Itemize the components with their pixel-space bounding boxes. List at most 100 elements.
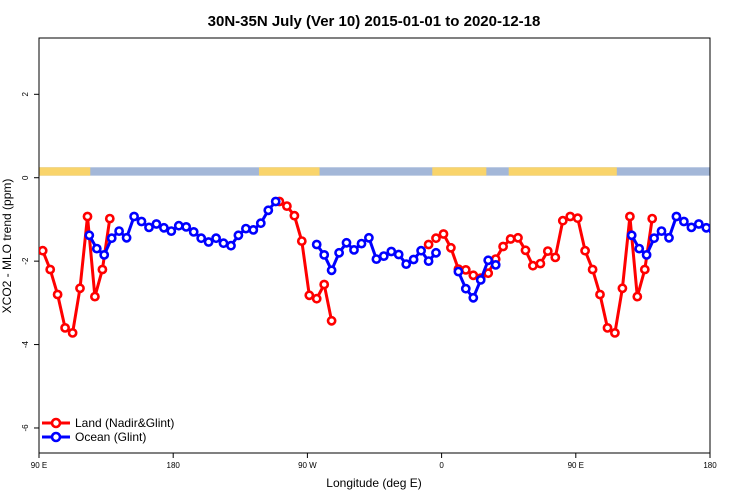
data-point	[304, 290, 315, 301]
data-point	[371, 254, 382, 264]
land-band	[39, 167, 91, 176]
data-point	[52, 289, 63, 300]
chart-title: 30N-35N July (Ver 10) 2015-01-01 to 2020…	[208, 13, 541, 30]
data-point	[82, 211, 93, 222]
data-point	[408, 254, 419, 265]
data-point	[151, 219, 162, 229]
data-point	[311, 293, 322, 304]
x-axis-label: Longitude (deg E)	[326, 476, 421, 490]
data-point	[656, 226, 667, 236]
data-point	[144, 222, 154, 233]
data-point	[97, 264, 108, 275]
data-point	[632, 291, 643, 302]
data-point	[326, 315, 337, 326]
data-point	[671, 211, 682, 222]
data-point	[693, 219, 704, 229]
data-point	[520, 245, 531, 256]
data-point	[649, 233, 659, 244]
series-line	[435, 215, 654, 335]
data-point	[363, 232, 374, 243]
data-point	[708, 227, 710, 235]
data-point	[211, 233, 221, 244]
data-point	[121, 232, 132, 243]
data-point	[226, 240, 236, 251]
data-point	[45, 264, 56, 275]
data-point	[595, 289, 605, 300]
data-point	[90, 291, 100, 302]
data-point	[602, 322, 613, 333]
series-line	[630, 215, 710, 257]
data-point	[240, 223, 251, 234]
y-tick-label: -4	[21, 340, 30, 348]
legend: Land (Nadir&Glint)Ocean (Glint)	[42, 416, 174, 444]
data-point	[438, 229, 449, 239]
data-point	[513, 232, 523, 243]
data-point	[319, 249, 330, 260]
legend-label: Ocean (Glint)	[75, 430, 146, 444]
data-point	[255, 218, 266, 229]
land-band	[508, 167, 617, 176]
data-point	[431, 233, 441, 244]
data-point	[263, 205, 274, 216]
data-point	[166, 226, 177, 236]
x-tick-label: 90 E	[568, 461, 584, 470]
data-point	[587, 264, 598, 275]
data-point	[386, 246, 397, 257]
data-point	[528, 260, 538, 271]
data-point	[233, 230, 244, 241]
x-tick-label: 0	[439, 461, 444, 470]
data-point	[431, 247, 441, 258]
x-tick-label: 90 E	[31, 461, 47, 470]
data-point	[114, 226, 124, 236]
legend-entry: Ocean (Glint)	[42, 430, 146, 444]
series-layer	[39, 196, 710, 338]
data-point	[453, 266, 464, 277]
data-point	[557, 215, 568, 226]
data-point	[483, 255, 494, 266]
data-point	[565, 211, 576, 222]
data-point	[378, 251, 389, 261]
data-point	[641, 249, 652, 260]
x-tick-label: 90 W	[298, 461, 317, 470]
data-point	[647, 213, 658, 224]
data-point	[91, 243, 102, 254]
data-point	[505, 234, 516, 244]
data-point	[490, 259, 501, 270]
x-axis-ticks: 90 E 180 90 W 0 90 E 180	[31, 453, 717, 470]
data-point	[416, 245, 426, 256]
data-point	[550, 252, 561, 263]
data-point	[610, 327, 620, 338]
data-point	[356, 238, 367, 249]
data-point	[75, 283, 85, 294]
data-point	[542, 246, 553, 256]
data-point	[296, 236, 307, 246]
data-point	[468, 292, 479, 303]
data-point	[445, 242, 456, 253]
data-point	[106, 233, 117, 244]
data-point	[423, 256, 434, 266]
data-point	[67, 327, 78, 338]
data-point	[129, 211, 139, 222]
series-ocean	[84, 196, 710, 303]
data-point	[270, 196, 281, 207]
data-point	[203, 237, 214, 247]
y-axis-label: XCO2 - MLO trend (ppm)	[0, 179, 14, 314]
data-point	[634, 243, 645, 254]
x-tick-label: 180	[703, 461, 717, 470]
x-tick-label: 180	[167, 461, 181, 470]
legend-marker	[50, 431, 62, 443]
data-point	[39, 245, 48, 256]
data-point	[664, 232, 674, 243]
data-point	[475, 274, 486, 285]
data-point	[401, 259, 412, 269]
legend-marker	[50, 417, 62, 429]
data-point	[572, 213, 583, 224]
data-point	[99, 249, 110, 260]
data-point	[136, 216, 147, 227]
data-point	[84, 230, 95, 241]
data-point	[686, 222, 697, 233]
data-point	[248, 224, 259, 235]
data-point	[460, 283, 471, 294]
data-point	[498, 241, 508, 252]
